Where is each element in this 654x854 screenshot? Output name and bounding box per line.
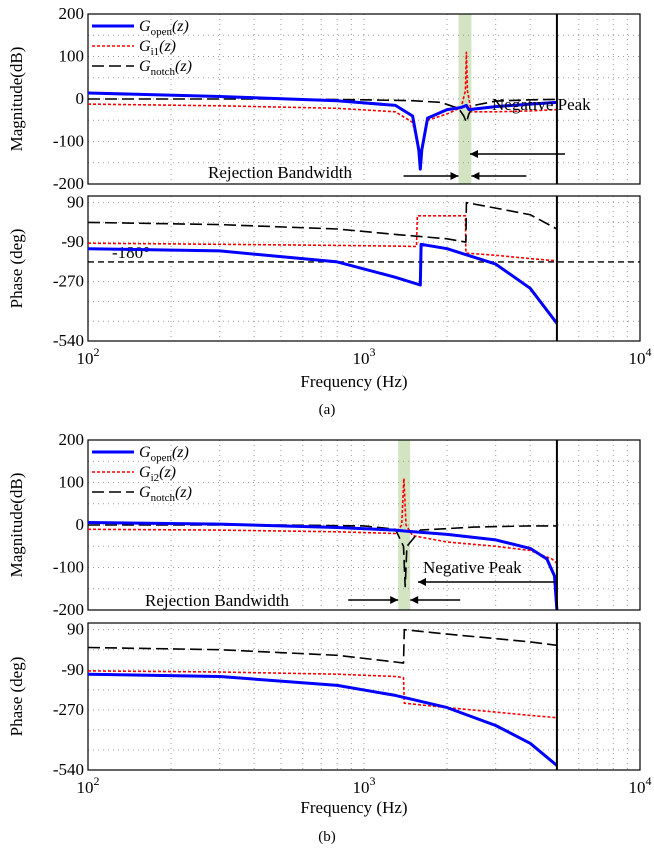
xtick-a: 102 bbox=[77, 345, 100, 368]
series-open-a-phase bbox=[88, 242, 559, 325]
series-notch-b-mag bbox=[88, 524, 557, 588]
legend-label-notch: Gnotch(z) bbox=[139, 58, 192, 78]
ytick-a-phase: 90 bbox=[67, 193, 84, 212]
ytick-b-phase: 90 bbox=[67, 620, 84, 639]
frame-b-phase bbox=[87, 622, 641, 771]
ytick-b-mag: -100 bbox=[53, 558, 84, 577]
xlabel-a: Frequency (Hz) bbox=[300, 372, 407, 391]
arrow-band-right-b-head bbox=[410, 596, 419, 604]
arrow-band-left-a-head bbox=[450, 172, 459, 180]
ylabel-mag-b: Magnitude(dB) bbox=[7, 473, 26, 578]
annotation-negative-peak-a: Negative Peak bbox=[492, 95, 591, 114]
arrow-band-right-a-head bbox=[471, 172, 480, 180]
ytick-a-phase: -540 bbox=[53, 331, 84, 350]
series-open-b-phase bbox=[88, 672, 558, 767]
ytick-b-phase: -90 bbox=[61, 660, 84, 679]
series-notch-b-phase bbox=[88, 628, 558, 664]
xtick-b: 103 bbox=[353, 774, 376, 797]
xtick-b: 102 bbox=[77, 774, 100, 797]
ytick-a-mag: -200 bbox=[53, 174, 84, 193]
caption-a: (a) bbox=[319, 402, 336, 418]
xlabel-b: Frequency (Hz) bbox=[300, 798, 407, 817]
xtick-a: 103 bbox=[353, 345, 376, 368]
ytick-b-phase: -540 bbox=[53, 760, 84, 779]
xtick-b: 104 bbox=[629, 774, 652, 797]
series-notch-a-mag bbox=[88, 98, 557, 124]
series-inner-b-mag bbox=[88, 477, 558, 564]
series-inner-a-mag bbox=[88, 51, 557, 168]
legend-label-notch: Gnotch(z) bbox=[139, 484, 192, 504]
ytick-b-mag: 0 bbox=[76, 515, 85, 534]
series-open-a-mag bbox=[88, 91, 557, 171]
frame-a-phase bbox=[87, 195, 641, 342]
legend-label-open: Gopen(z) bbox=[139, 444, 189, 464]
ylabel-phase-a: Phase (deg) bbox=[7, 229, 26, 309]
legend-label-inner: Gi2(z) bbox=[139, 464, 176, 484]
xtick-a: 104 bbox=[629, 345, 652, 368]
series-open-b-mag bbox=[88, 521, 559, 610]
rejection-band-b bbox=[398, 440, 411, 610]
ytick-a-mag: 200 bbox=[59, 4, 85, 23]
series-inner-a-phase bbox=[88, 215, 557, 262]
series-notch-a-phase bbox=[88, 201, 558, 243]
ytick-b-phase: -270 bbox=[53, 700, 84, 719]
ytick-a-mag: 0 bbox=[76, 89, 85, 108]
annotation-negative-peak-b: Negative Peak bbox=[423, 558, 522, 577]
ytick-a-phase: -90 bbox=[61, 232, 84, 251]
ylabel-mag-a: Magnitude(dB) bbox=[7, 47, 26, 152]
annotation-rejection-bandwidth-b: Rejection Bandwidth bbox=[145, 591, 290, 610]
reference-label-a: -180° bbox=[112, 243, 150, 262]
caption-b: (b) bbox=[318, 829, 336, 845]
ytick-b-mag: -200 bbox=[53, 600, 84, 619]
legend-label-inner: Gi1(z) bbox=[139, 38, 176, 58]
rejection-band-a bbox=[458, 14, 472, 184]
arrow-negative-peak-a-head bbox=[470, 150, 478, 158]
ytick-a-mag: 100 bbox=[59, 47, 85, 66]
arrow-band-left-b-head bbox=[390, 596, 399, 604]
legend-label-open: Gopen(z) bbox=[139, 18, 189, 38]
ytick-a-mag: -100 bbox=[53, 132, 84, 151]
series-inner-b-phase bbox=[88, 670, 557, 719]
ytick-b-mag: 100 bbox=[59, 473, 85, 492]
ytick-b-mag: 200 bbox=[59, 430, 85, 449]
ylabel-phase-b: Phase (deg) bbox=[7, 657, 26, 737]
arrow-negative-peak-b-head bbox=[418, 578, 426, 586]
annotation-rejection-bandwidth-a: Rejection Bandwidth bbox=[208, 163, 353, 182]
ytick-a-phase: -270 bbox=[53, 272, 84, 291]
